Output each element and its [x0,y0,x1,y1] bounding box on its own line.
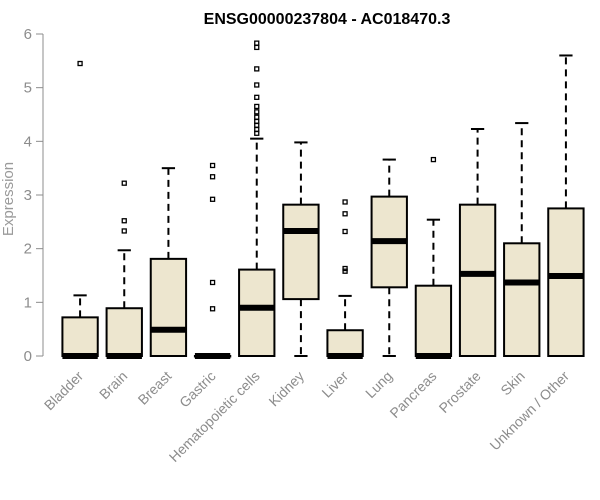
y-tick-label: 2 [24,241,32,258]
y-axis-label: Expression [0,162,17,236]
box-iqr [503,242,541,357]
y-axis: 0 1 2 3 4 5 6 [24,26,44,365]
box-kidney [282,141,320,357]
outlier-point [342,211,348,217]
outlier-point [121,180,127,186]
x-tick-label: Breast [135,368,175,408]
outlier-point [209,306,216,312]
x-tick-label: Lung [362,368,395,401]
box-iqr [414,284,453,357]
y-tick-label: 5 [24,80,32,97]
x-tick-label: Bladder [41,368,87,414]
outlier-point [121,228,127,234]
outlier-point [209,174,216,180]
box-prostate [458,127,497,357]
x-tick-label: Skin [497,368,528,399]
outlier-point [254,82,260,88]
outlier-point [254,44,260,51]
outlier-point [209,162,216,169]
box-hematopoietic-cells [238,40,276,358]
box-liver [326,199,364,359]
box-skin [503,122,541,357]
outlier-point [342,199,348,205]
x-tick-label: Prostate [436,368,484,416]
outlier-point [342,228,348,235]
box-iqr [326,329,364,357]
box-iqr [61,316,99,357]
outlier-point [209,196,216,202]
box-iqr [458,203,497,357]
box-iqr [149,257,188,358]
x-tick-label: Gastric [176,368,219,411]
y-tick-label: 0 [24,348,32,365]
box-bladder [61,60,99,359]
box-gastric [193,162,232,359]
box-iqr [105,307,143,357]
y-tick-label: 4 [24,133,32,150]
outlier-point [121,218,127,224]
x-tick-label: Unknown / Other [486,368,572,454]
outlier-point [254,103,260,110]
x-tick-label: Kidney [265,368,307,410]
x-tick-label: Pancreas [386,368,439,421]
outlier-point [209,279,216,286]
box-breast [149,167,188,358]
box-pancreas [414,156,453,359]
outlier-point [77,60,83,67]
outlier-point [254,126,260,133]
chart-title: ENSG00000237804 - AC018470.3 [204,11,451,28]
box-brain [105,180,143,359]
outlier-point [430,156,437,163]
boxes-group [61,40,585,359]
box-unknown-other [547,54,585,357]
outlier-point [254,114,260,120]
outlier-point [342,265,348,272]
outlier-point [254,94,260,100]
y-tick-label: 3 [24,187,32,204]
y-tick-label: 1 [24,294,32,311]
box-iqr [547,207,585,357]
outlier-point [254,109,260,115]
outlier-point [342,268,348,274]
y-tick-label: 6 [24,26,32,43]
x-tick-label: Liver [318,368,351,401]
outlier-point [254,40,260,46]
box-iqr [282,203,320,301]
box-iqr [238,268,276,358]
box-lung [370,158,408,357]
outlier-point [254,118,260,125]
outlier-point [254,66,260,72]
x-tick-label: Brain [96,368,130,402]
